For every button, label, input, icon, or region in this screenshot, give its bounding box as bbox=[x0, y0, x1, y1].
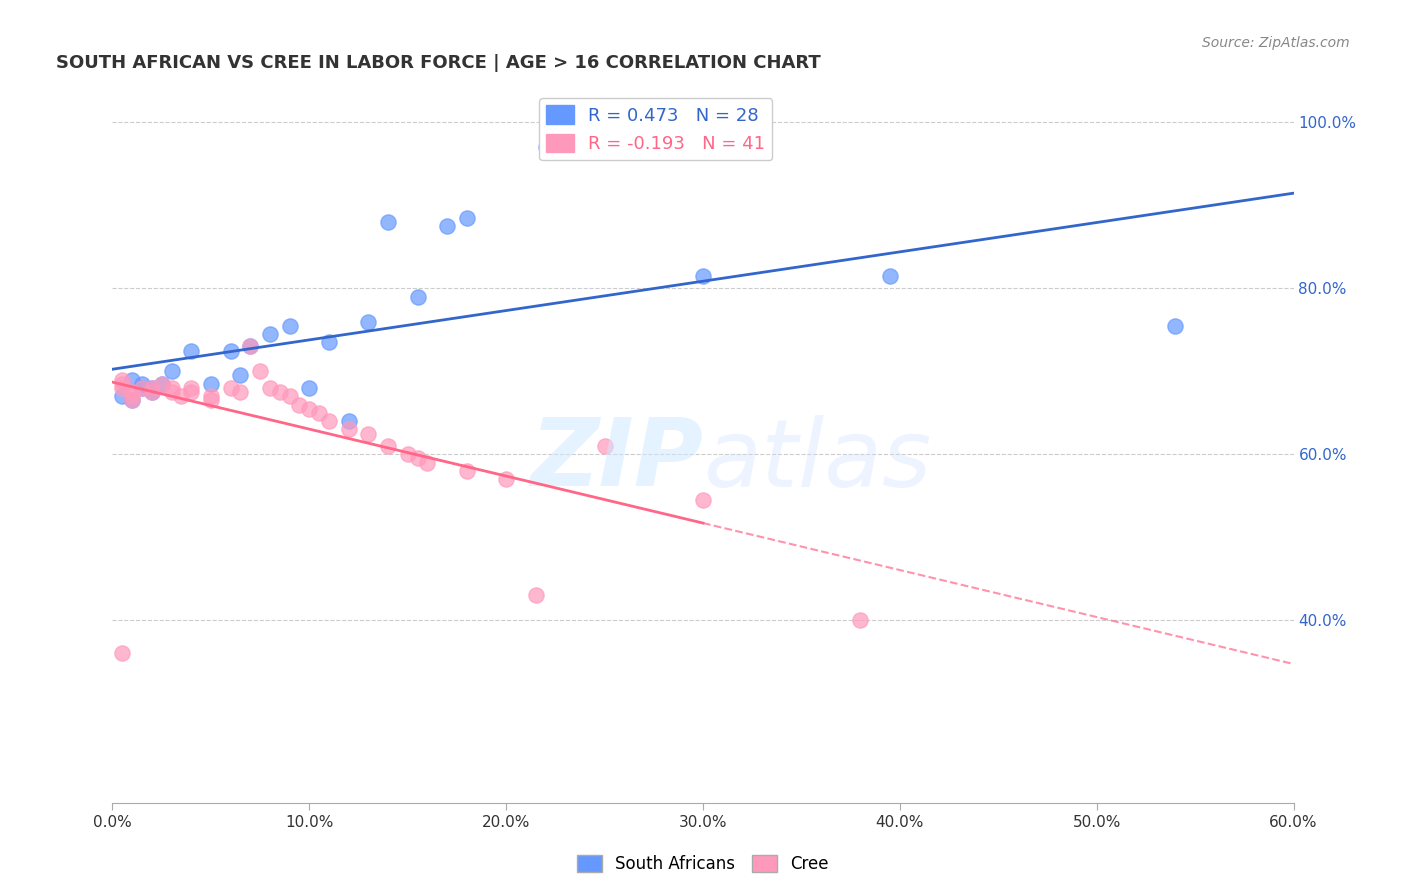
Point bbox=[219, 343, 242, 358]
Legend: South Africans, Cree: South Africans, Cree bbox=[571, 848, 835, 880]
Point bbox=[121, 373, 143, 387]
Point bbox=[200, 376, 222, 391]
Point bbox=[111, 373, 134, 387]
Point bbox=[534, 140, 557, 154]
Point bbox=[879, 268, 901, 283]
Point bbox=[298, 381, 321, 395]
Point bbox=[239, 339, 262, 353]
Point bbox=[318, 335, 340, 350]
Point bbox=[160, 364, 183, 378]
Point bbox=[121, 393, 143, 408]
Point bbox=[259, 326, 281, 341]
Point bbox=[249, 364, 271, 378]
Point bbox=[160, 381, 183, 395]
Point bbox=[357, 314, 380, 328]
Point bbox=[278, 389, 301, 403]
Point bbox=[278, 318, 301, 333]
Point bbox=[377, 215, 399, 229]
Point bbox=[150, 376, 173, 391]
Text: ZIP: ZIP bbox=[530, 414, 703, 507]
Point bbox=[269, 385, 291, 400]
Point bbox=[229, 368, 252, 383]
Point bbox=[170, 389, 193, 403]
Point bbox=[288, 397, 311, 411]
Point bbox=[377, 439, 399, 453]
Point bbox=[121, 393, 143, 408]
Point bbox=[111, 376, 134, 391]
Point bbox=[456, 464, 478, 478]
Point bbox=[131, 381, 153, 395]
Point bbox=[495, 472, 517, 486]
Point bbox=[259, 381, 281, 395]
Point bbox=[219, 381, 242, 395]
Point bbox=[436, 219, 458, 233]
Point bbox=[111, 381, 134, 395]
Point bbox=[308, 406, 330, 420]
Point bbox=[180, 381, 202, 395]
Point bbox=[180, 343, 202, 358]
Point bbox=[121, 385, 143, 400]
Point bbox=[406, 451, 429, 466]
Point bbox=[121, 389, 143, 403]
Point bbox=[150, 376, 173, 391]
Point bbox=[200, 389, 222, 403]
Point bbox=[229, 385, 252, 400]
Point bbox=[180, 385, 202, 400]
Point bbox=[692, 268, 714, 283]
Text: SOUTH AFRICAN VS CREE IN LABOR FORCE | AGE > 16 CORRELATION CHART: SOUTH AFRICAN VS CREE IN LABOR FORCE | A… bbox=[56, 54, 821, 71]
Point bbox=[111, 647, 134, 661]
Point bbox=[406, 290, 429, 304]
Point bbox=[141, 381, 163, 395]
Point bbox=[131, 376, 153, 391]
Text: atlas: atlas bbox=[703, 415, 931, 506]
Point bbox=[337, 422, 360, 436]
Point bbox=[456, 211, 478, 225]
Point bbox=[141, 385, 163, 400]
Point bbox=[692, 492, 714, 507]
Point bbox=[160, 385, 183, 400]
Text: Source: ZipAtlas.com: Source: ZipAtlas.com bbox=[1202, 36, 1350, 50]
Point bbox=[141, 385, 163, 400]
Point bbox=[141, 381, 163, 395]
Point bbox=[131, 381, 153, 395]
Point bbox=[337, 414, 360, 428]
Point bbox=[239, 339, 262, 353]
Point bbox=[298, 401, 321, 416]
Point bbox=[396, 447, 419, 461]
Point bbox=[849, 613, 872, 627]
Point bbox=[357, 426, 380, 441]
Point bbox=[416, 456, 439, 470]
Point bbox=[1164, 318, 1187, 333]
Point bbox=[593, 439, 616, 453]
Point bbox=[111, 389, 134, 403]
Point bbox=[318, 414, 340, 428]
Point bbox=[200, 393, 222, 408]
Point bbox=[524, 588, 547, 602]
